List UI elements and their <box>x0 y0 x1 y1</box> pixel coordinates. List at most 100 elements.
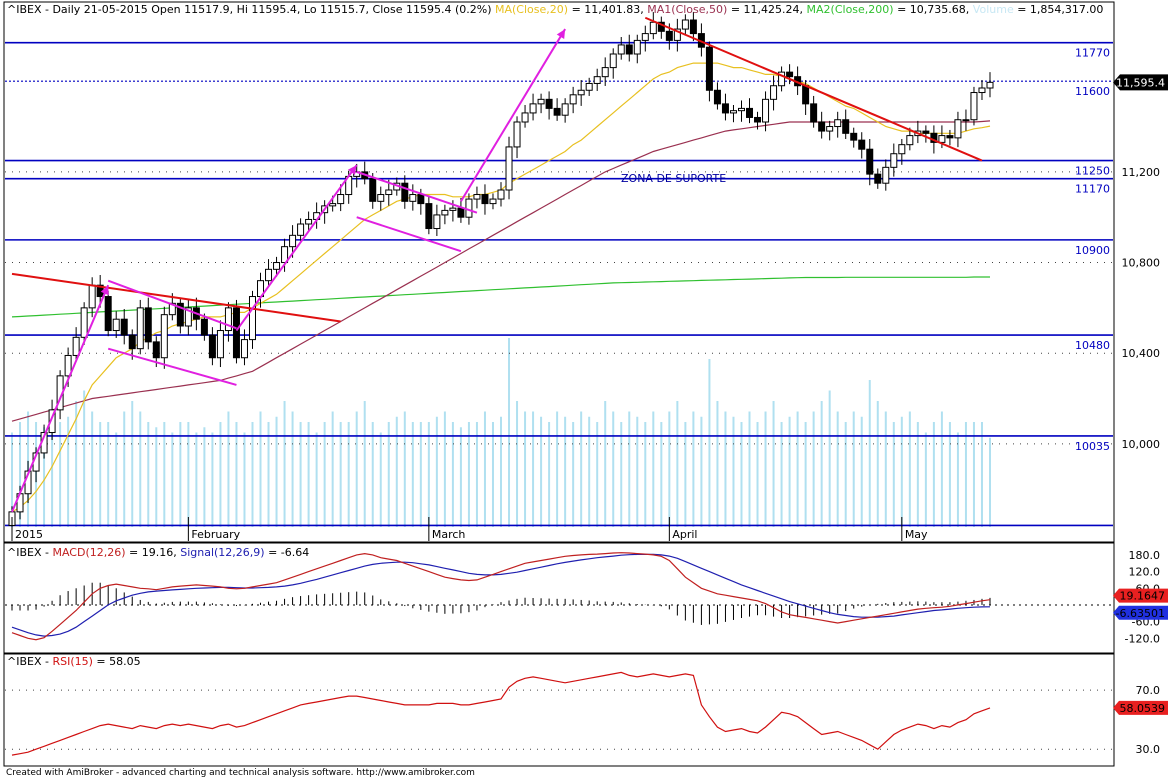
volume-bar <box>508 338 511 527</box>
candle-up <box>497 189 505 200</box>
candle-down <box>721 103 729 114</box>
candle-up <box>305 218 313 225</box>
volume-bar <box>139 411 142 527</box>
magenta-flag-1-bottom <box>107 347 237 386</box>
volume-bar <box>219 422 222 527</box>
candle-up <box>160 314 168 359</box>
red-trend-lower <box>644 16 983 162</box>
volume-bar <box>652 411 655 527</box>
signal-header-value: = -6.64 <box>268 546 309 559</box>
volume-bar <box>331 411 334 527</box>
candle-up <box>80 307 88 338</box>
candle-down <box>665 30 673 41</box>
volume-bar <box>243 432 246 527</box>
macd-last-marker <box>1113 588 1168 603</box>
rsi-last-label: 58.0539 <box>1120 702 1166 715</box>
candlesticks <box>8 12 994 532</box>
candle-down <box>705 46 713 91</box>
candle-down <box>144 307 152 343</box>
volume-bar <box>868 380 871 527</box>
y-tick-label: 10,400 <box>1122 347 1161 360</box>
volume-bar <box>572 422 575 527</box>
candle-up <box>297 223 305 236</box>
header-volume-value: = 1,854,317.00 <box>1017 3 1103 16</box>
volume-bar <box>748 411 751 527</box>
candle-down <box>176 302 184 327</box>
volume-bar <box>628 411 631 527</box>
candle-down <box>786 71 794 78</box>
candle-up <box>826 126 834 132</box>
candle-up <box>577 89 585 96</box>
macd-tick-label: 180.0 <box>1129 549 1161 562</box>
volume-bar <box>419 422 422 527</box>
candle-up <box>649 21 657 35</box>
candle-down <box>713 89 721 105</box>
macd-header-ticker: ^IBEX <box>7 546 42 559</box>
candle-down <box>842 119 850 134</box>
volume-bar <box>964 422 967 527</box>
candle-down <box>104 296 112 332</box>
volume-bar <box>19 422 22 527</box>
volume-bar <box>467 422 470 527</box>
volume-bar <box>435 416 438 527</box>
candle-up <box>762 98 770 123</box>
magenta-flag-2-bottom <box>356 216 462 253</box>
volume-bar <box>740 422 743 527</box>
magenta-arrow-1 <box>11 284 110 513</box>
candle-up <box>593 76 601 84</box>
candle-up <box>248 296 256 341</box>
volume-bar <box>235 422 238 527</box>
volume-bar <box>459 427 462 527</box>
volume-bar <box>59 422 62 527</box>
volume-bar <box>395 416 398 527</box>
candle-down <box>232 307 240 359</box>
volume-bar <box>291 411 294 527</box>
candle-up <box>882 166 890 184</box>
header-ma-value: = 11,401.83, <box>572 3 644 16</box>
volume-bar <box>179 422 182 527</box>
volume-bar <box>187 422 190 527</box>
candle-up <box>529 103 537 114</box>
volume-bar <box>540 416 543 527</box>
macd-header: ^IBEX - MACD(12,26) = 19.16, Signal(12,2… <box>7 546 309 559</box>
level-label: 10480 <box>1075 339 1110 352</box>
candle-up <box>906 135 914 146</box>
header-ma-label: MA(Close,20) <box>495 3 568 16</box>
candle-up <box>673 28 681 41</box>
volume-bar <box>387 422 390 527</box>
candle-up <box>329 203 337 207</box>
header-volume-label: Volume <box>973 3 1014 16</box>
candle-up <box>601 67 609 78</box>
volume-bar <box>820 401 823 527</box>
volume-bar <box>836 411 839 527</box>
volume-bar <box>764 411 767 527</box>
volume-bar <box>275 416 278 527</box>
volume-bar <box>51 432 54 527</box>
candle-up <box>681 19 689 30</box>
candle-down <box>369 178 377 202</box>
candle-down <box>625 44 633 55</box>
red-trend-upper <box>11 272 341 323</box>
volume-bar <box>580 411 583 527</box>
rsi-panel: 70.0 30.0 58.0539 <box>5 671 1168 756</box>
candle-down <box>545 98 553 109</box>
candle-up <box>778 71 786 87</box>
y-tick-label: 10,800 <box>1122 257 1161 270</box>
candle-up <box>834 119 842 128</box>
candle-up <box>938 135 946 143</box>
header-ma2-label: MA2(Close,200) <box>807 3 894 16</box>
candle-up <box>48 409 56 434</box>
volume-bar <box>475 422 478 527</box>
volume-bar <box>796 411 799 527</box>
volume-bar <box>491 422 494 527</box>
volume-bar <box>989 437 991 527</box>
month-label: April <box>672 528 697 541</box>
candle-up <box>409 194 417 202</box>
candle-up <box>449 207 457 211</box>
candle-down <box>818 121 826 132</box>
price-header: ^IBEX - Daily 21-05-2015 Open 11517.9, H… <box>7 3 1103 16</box>
signal-last-marker <box>1113 605 1168 620</box>
candle-down <box>120 318 128 336</box>
level-label: 11250 <box>1075 165 1110 178</box>
